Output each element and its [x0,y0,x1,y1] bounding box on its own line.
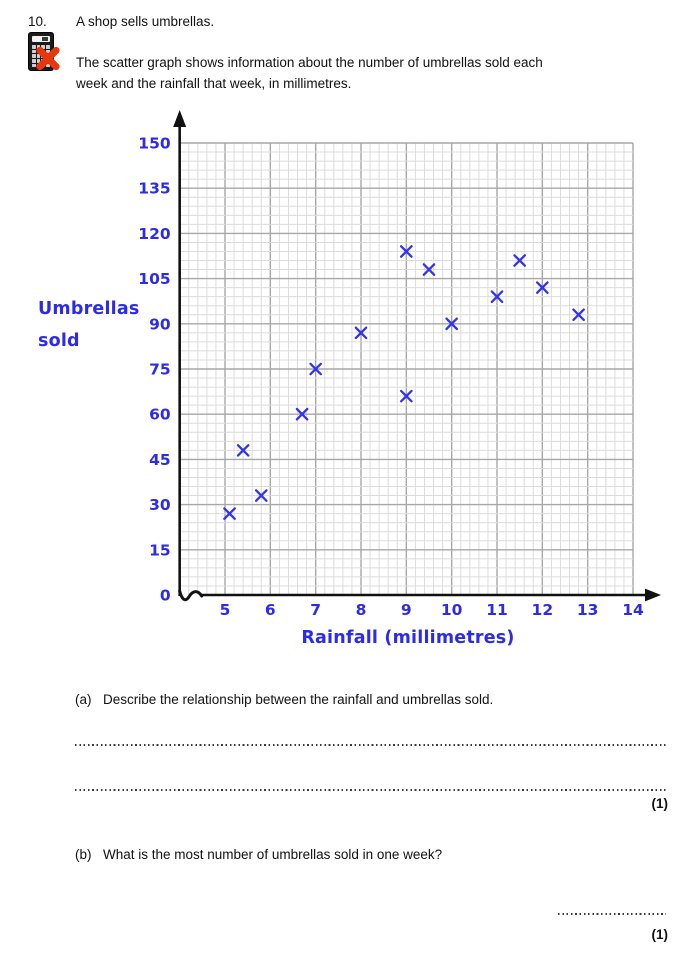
data-points [223,245,585,520]
svg-text:12: 12 [532,601,554,619]
question-description: The scatter graph shows information abou… [76,52,543,94]
svg-text:15: 15 [149,541,171,559]
y-axis-title: Umbrellas sold [38,293,140,357]
part-a-label: (a) [75,692,92,707]
svg-text:90: 90 [149,315,171,333]
svg-text:9: 9 [401,601,412,619]
svg-text:120: 120 [138,225,171,243]
answer-line-a1[interactable] [75,744,668,746]
svg-text:75: 75 [149,361,171,379]
svg-text:5: 5 [220,601,231,619]
svg-text:6: 6 [265,601,276,619]
description-line-2: week and the rainfall that week, in mill… [76,76,352,91]
svg-text:150: 150 [138,135,171,153]
svg-text:13: 13 [577,601,599,619]
description-line-1: The scatter graph shows information abou… [76,55,543,70]
svg-text:0: 0 [160,587,171,605]
svg-text:8: 8 [356,601,367,619]
svg-text:11: 11 [486,601,508,619]
answer-line-b[interactable] [558,913,666,915]
svg-text:105: 105 [138,270,170,288]
svg-text:45: 45 [149,451,171,469]
part-b-label: (b) [75,847,92,862]
part-b-marks: (1) [651,927,669,942]
svg-text:60: 60 [149,406,171,424]
part-a-question: Describe the relationship between the ra… [103,692,494,707]
y-tick-labels: 0 15 30 45 60 75 90 105 120 135 150 [138,135,171,605]
svg-text:7: 7 [310,601,321,619]
part-b-question: What is the most number of umbrellas sol… [103,847,443,862]
svg-text:10: 10 [441,601,463,619]
part-a-marks: (1) [651,796,669,811]
svg-text:30: 30 [149,496,171,514]
x-tick-labels: 5 6 7 8 9 10 11 12 13 14 [220,601,644,619]
x-axis-title: Rainfall (millimetres) [301,628,515,648]
svg-text:14: 14 [622,601,644,619]
axes [173,110,661,602]
grid [179,142,634,595]
svg-text:135: 135 [138,180,170,198]
answer-line-a2[interactable] [75,789,668,791]
y-axis-title-line1: Umbrellas [38,299,140,319]
scatter-plot-svg: 5 6 7 8 9 10 11 12 13 14 0 15 30 45 60 75 90 105 120 135 150 [138,110,661,619]
question-intro: A shop sells umbrellas. [76,14,215,29]
calculator-screen [32,36,50,42]
question-number: 10. [28,14,47,29]
y-axis-title-line2: sold [38,331,80,351]
no-calculator-icon [28,32,68,80]
